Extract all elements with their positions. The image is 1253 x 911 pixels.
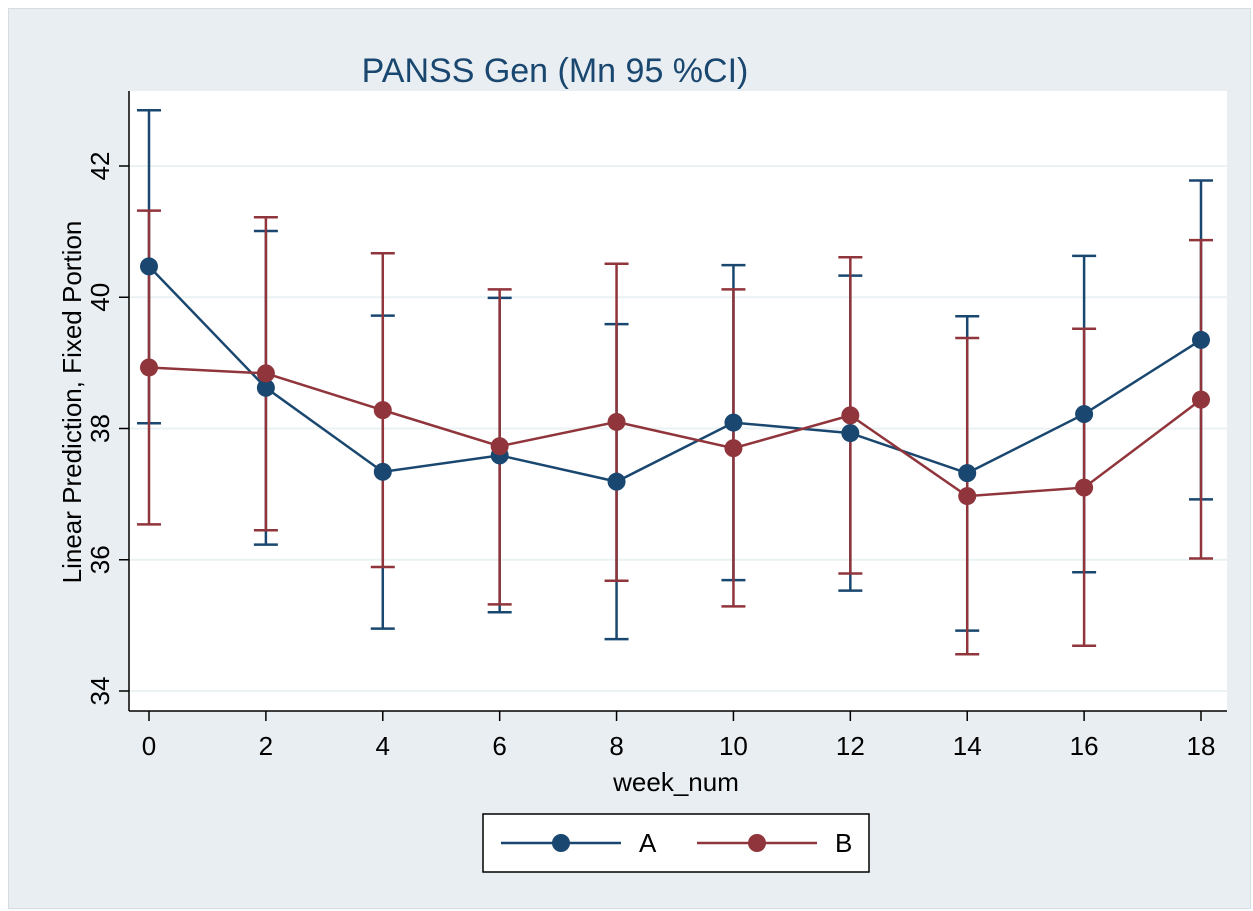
chart-figure: PANSS Gen (Mn 95 %CI) 34 36 38 40 42 0 2 4 6 8 10 1… — [8, 8, 1251, 909]
series-line-group — [140, 257, 1210, 491]
data-point — [1192, 390, 1210, 409]
axes: 34 36 38 40 42 0 2 4 6 8 10 12 14 16 18 — [85, 91, 1227, 761]
data-point — [140, 358, 158, 377]
data-point — [373, 401, 392, 420]
series-line — [148, 265, 1202, 483]
x-tick-label: 12 — [836, 731, 865, 761]
data-point — [1075, 478, 1094, 497]
x-axis-title: week_num — [612, 767, 739, 797]
x-tick-label: 6 — [492, 731, 506, 761]
data-point — [958, 464, 977, 483]
chart-title: PANSS Gen (Mn 95 %CI) — [362, 52, 749, 90]
chart-svg: PANSS Gen (Mn 95 %CI) 34 36 38 40 42 0 2 4 6 8 10 1… — [57, 52, 1227, 873]
x-tick-label: 4 — [376, 731, 390, 761]
x-tick-label: 14 — [953, 731, 982, 761]
x-tick-label: 10 — [719, 731, 748, 761]
data-point — [256, 378, 275, 397]
series-layer — [137, 108, 1213, 656]
x-tick-label: 18 — [1187, 731, 1216, 761]
data-point — [490, 437, 509, 456]
series-line-group — [140, 358, 1210, 506]
legend-label-B: B — [835, 828, 852, 858]
data-point — [373, 462, 392, 481]
data-point — [724, 413, 743, 432]
y-axis-title: Linear Prediction, Fixed Portion — [57, 221, 87, 584]
y-tick-label: 34 — [85, 677, 115, 706]
x-tick-label: 0 — [142, 731, 156, 761]
data-point — [607, 472, 626, 491]
legend-marker-A — [552, 834, 570, 852]
y-tick-label: 36 — [85, 545, 115, 574]
series-line — [148, 366, 1202, 498]
y-tick-label: 38 — [85, 414, 115, 443]
data-point — [958, 487, 977, 506]
legend-marker-B — [748, 834, 766, 852]
data-point — [724, 439, 743, 458]
data-point — [256, 364, 275, 383]
data-point — [1192, 330, 1210, 349]
data-point — [1075, 405, 1094, 424]
legend-label-A: A — [639, 828, 657, 858]
y-tick-label: 40 — [85, 283, 115, 312]
plot-area — [129, 91, 1227, 711]
data-point — [140, 257, 158, 276]
y-tick-label: 42 — [85, 152, 115, 181]
data-point — [607, 412, 626, 431]
x-tick-label: 8 — [609, 731, 623, 761]
x-tick-label: 16 — [1070, 731, 1099, 761]
gridlines — [129, 165, 1227, 692]
data-point — [841, 406, 860, 425]
x-tick-label: 2 — [259, 731, 273, 761]
data-point — [841, 424, 860, 443]
